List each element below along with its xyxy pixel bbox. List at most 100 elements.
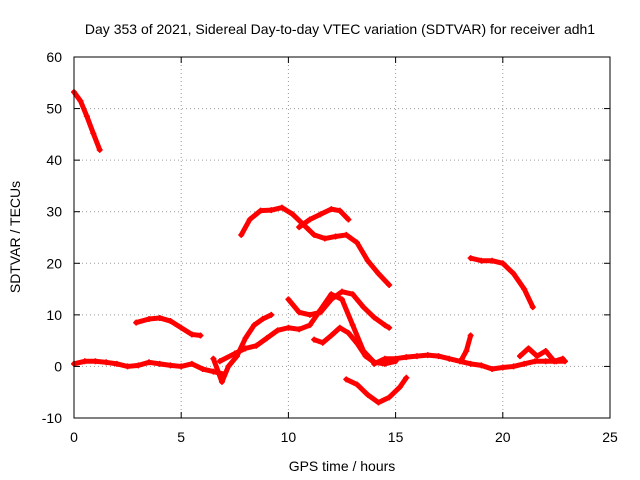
data-point	[478, 257, 485, 264]
data-point	[510, 270, 517, 277]
data-point	[319, 339, 326, 346]
data-point	[386, 394, 393, 401]
y-tick-label: 0	[54, 358, 62, 374]
data-point	[306, 216, 313, 223]
data-point	[274, 327, 281, 334]
y-tick-label: 60	[46, 49, 62, 65]
data-point	[364, 257, 371, 264]
x-tick-label: 0	[70, 429, 78, 445]
data-point	[321, 235, 328, 242]
data-point	[197, 332, 204, 339]
data-point	[178, 324, 185, 331]
x-tick-label: 20	[495, 429, 511, 445]
x-tick-label: 25	[602, 429, 618, 445]
data-point	[424, 352, 431, 359]
data-point	[371, 360, 378, 367]
data-point	[218, 378, 225, 385]
data-point	[360, 304, 367, 311]
data-point	[345, 329, 352, 336]
series-pass-a	[71, 89, 103, 153]
data-point	[242, 335, 249, 342]
data-point	[90, 130, 97, 137]
data-point	[306, 322, 313, 329]
data-point	[339, 288, 345, 295]
data-point	[386, 324, 393, 331]
data-point	[381, 360, 388, 367]
x-tick-label: 10	[281, 429, 297, 445]
data-point	[263, 335, 270, 342]
series-pass-b	[71, 358, 228, 378]
data-point	[559, 355, 566, 362]
data-point	[551, 358, 558, 365]
data-point	[396, 384, 403, 391]
data-point	[364, 391, 371, 398]
data-point	[510, 363, 517, 370]
data-point	[343, 376, 350, 383]
series-pass-n	[516, 345, 566, 365]
data-point	[336, 207, 343, 214]
data-point	[386, 281, 393, 288]
y-tick-label: 40	[46, 152, 62, 168]
data-point	[371, 314, 378, 321]
series-line	[296, 206, 351, 230]
data-point	[403, 374, 410, 381]
data-point	[542, 358, 549, 365]
data-point	[534, 353, 541, 360]
data-point	[289, 211, 296, 218]
data-point	[336, 324, 343, 331]
data-point	[354, 381, 361, 388]
y-tick-label: 20	[46, 255, 62, 271]
data-point	[362, 353, 369, 360]
data-point	[531, 358, 538, 365]
data-point	[199, 366, 206, 373]
series-line	[217, 291, 399, 367]
data-point	[103, 359, 110, 366]
data-point	[285, 296, 292, 303]
data-point	[96, 146, 103, 153]
data-point	[381, 322, 388, 329]
data-point	[521, 360, 528, 367]
data-point	[135, 362, 142, 369]
data-point	[499, 364, 506, 371]
data-point	[467, 255, 474, 262]
data-point	[133, 319, 140, 326]
series-pass-g	[296, 206, 352, 231]
data-point	[251, 322, 258, 329]
data-point	[349, 322, 356, 329]
data-point	[463, 347, 470, 354]
y-tick-label: -10	[42, 410, 62, 426]
data-point	[478, 362, 485, 369]
data-point	[499, 260, 506, 267]
data-point	[146, 359, 153, 366]
data-point	[77, 97, 84, 104]
series-pass-h	[285, 288, 393, 331]
data-point	[317, 309, 324, 316]
data-point	[246, 216, 253, 223]
data-point	[210, 355, 217, 362]
data-point	[354, 239, 361, 246]
data-point	[188, 331, 195, 338]
data-point	[343, 231, 350, 238]
data-point	[403, 354, 410, 361]
data-point	[381, 355, 388, 362]
data-point	[332, 233, 339, 240]
data-point	[225, 363, 232, 370]
x-axis-label: GPS time / hours	[289, 458, 396, 474]
data-point	[446, 355, 453, 362]
data-point	[328, 332, 335, 339]
y-axis-label: SDTVAR / TECUs	[7, 181, 23, 293]
data-point	[516, 353, 523, 360]
data-point	[238, 231, 245, 238]
series-line	[343, 375, 409, 406]
data-point	[489, 366, 496, 373]
data-point	[113, 360, 120, 367]
series-pass-l	[459, 332, 474, 362]
data-point	[311, 336, 318, 343]
data-point	[345, 216, 352, 223]
data-point	[231, 350, 238, 357]
data-point	[259, 315, 266, 322]
series-layer	[71, 89, 568, 406]
data-point	[328, 291, 335, 298]
data-point	[257, 207, 264, 214]
